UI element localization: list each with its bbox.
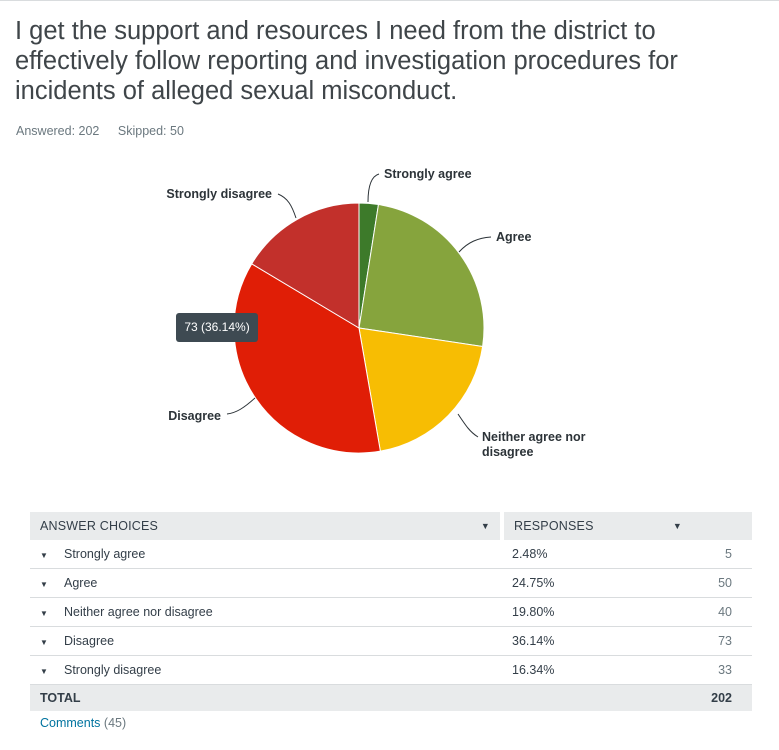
row-count: 73: [692, 626, 752, 656]
slice-label-strongly-disagree: Strongly disagree: [166, 187, 272, 201]
expand-caret-icon[interactable]: ▼: [40, 609, 48, 618]
slice-label-strongly-agree: Strongly agree: [384, 167, 472, 181]
row-count: 33: [692, 655, 752, 685]
expand-caret-icon[interactable]: ▼: [40, 580, 48, 589]
row-percent: 16.34%: [502, 655, 692, 685]
row-choice: Neither agree nor disagree: [64, 605, 213, 619]
row-count: 50: [692, 568, 752, 598]
table-row: ▼ Strongly disagree 16.34% 33: [30, 655, 752, 685]
pie-slice-neither-agree-nor-disagree[interactable]: [358, 327, 484, 452]
slice-label-agree: Agree: [496, 230, 531, 244]
table-row: ▼ Neither agree nor disagree 19.80% 40: [30, 597, 752, 627]
comments-link[interactable]: Comments: [40, 716, 101, 730]
expand-caret-icon[interactable]: ▼: [40, 638, 48, 647]
slice-label-neither-agree-nor-disagree: Neither agree nor: [482, 430, 586, 444]
slice-tooltip: 73 (36.14%): [176, 313, 258, 342]
pie-chart: Strongly agree Agree Neither agree nordisa…: [166, 167, 586, 459]
leader-line-neither-agree-nor-disagree: [457, 413, 479, 438]
row-choice: Agree: [64, 576, 98, 590]
total-count: 202: [711, 691, 732, 705]
row-count: 40: [692, 597, 752, 627]
row-choice: Disagree: [64, 634, 115, 648]
table-row: ▼ Disagree 36.14% 73: [30, 626, 752, 656]
table-row: ▼ Agree 24.75% 50: [30, 568, 752, 598]
total-label: TOTAL: [40, 691, 81, 705]
answer-choices-header-label: ANSWER CHOICES: [40, 519, 159, 533]
table-row: ▼ Strongly agree 2.48% 5: [30, 540, 752, 569]
row-choice: Strongly agree: [64, 547, 146, 561]
row-percent: 36.14%: [502, 626, 692, 656]
responses-header-label: RESPONSES: [514, 519, 594, 533]
leader-line-strongly-disagree: [277, 193, 297, 219]
response-stats: Answered: 202 Skipped: 50: [16, 124, 199, 138]
pie-slice-agree[interactable]: [358, 203, 485, 348]
count-header: [692, 512, 752, 540]
row-percent: 24.75%: [502, 568, 692, 598]
sort-caret-icon[interactable]: ▼: [672, 521, 682, 531]
top-divider: [0, 0, 779, 1]
total-row: TOTAL 202: [30, 684, 752, 711]
slice-label-disagree: Disagree: [168, 409, 221, 423]
responses-header[interactable]: RESPONSES ▼: [500, 512, 692, 540]
row-percent: 2.48%: [502, 540, 692, 569]
row-count: 5: [692, 540, 752, 569]
leader-line-disagree: [226, 397, 256, 415]
pie-slice-disagree[interactable]: [233, 263, 381, 454]
skipped-count: Skipped: 50: [117, 124, 184, 138]
row-percent: 19.80%: [502, 597, 692, 627]
answer-table: ANSWER CHOICES ▼ RESPONSES ▼ ▼ Strongly a…: [30, 512, 752, 711]
comments-section: Comments (45): [40, 716, 126, 730]
pie-slice-strongly-disagree[interactable]: [251, 202, 360, 329]
comments-count: (45): [103, 716, 127, 730]
expand-caret-icon[interactable]: ▼: [40, 667, 48, 676]
leader-line-agree: [458, 236, 492, 253]
question-title: I get the support and resources I need f…: [15, 17, 678, 105]
expand-caret-icon[interactable]: ▼: [40, 551, 48, 560]
slice-label-neither-agree-nor-disagree: disagree: [482, 445, 533, 459]
leader-line-strongly-agree: [367, 173, 380, 203]
table-header-row: ANSWER CHOICES ▼ RESPONSES ▼: [30, 512, 752, 540]
row-choice: Strongly disagree: [64, 663, 162, 677]
answer-choices-header[interactable]: ANSWER CHOICES ▼: [30, 512, 502, 540]
sort-caret-icon[interactable]: ▼: [480, 521, 490, 531]
answered-count: Answered: 202: [16, 124, 100, 138]
